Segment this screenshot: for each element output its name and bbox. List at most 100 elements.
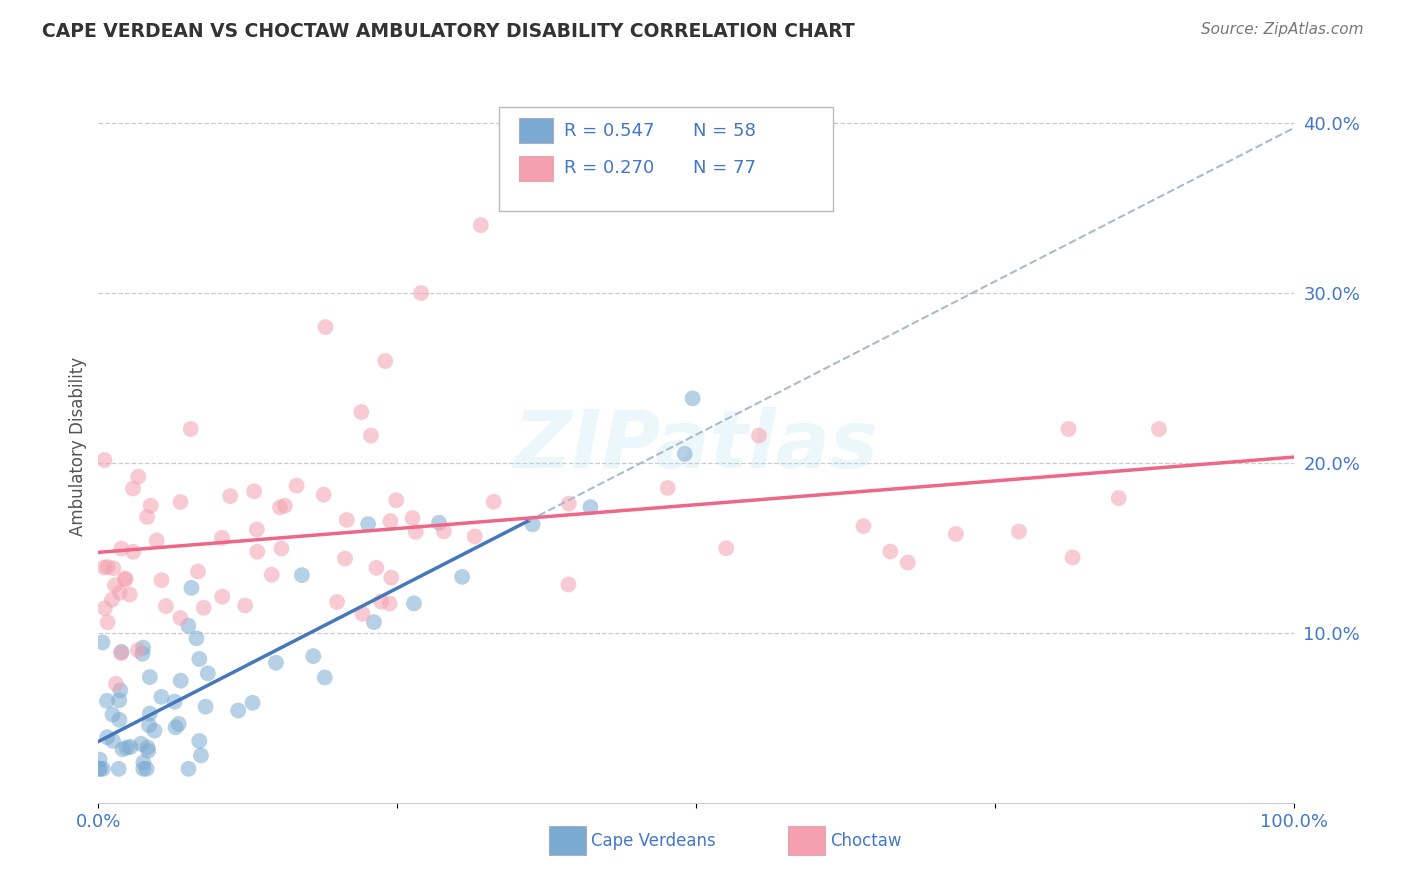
Point: [167, 717, 190, 731]
Point: [127, 469, 149, 483]
Point: [657, 481, 679, 495]
Point: [114, 572, 136, 586]
Point: [145, 533, 167, 548]
Point: [139, 670, 162, 684]
FancyBboxPatch shape: [787, 826, 825, 855]
Point: [1062, 550, 1084, 565]
FancyBboxPatch shape: [519, 156, 553, 180]
Point: [110, 541, 132, 556]
Point: [315, 320, 337, 334]
Point: [97, 615, 120, 630]
Point: [579, 500, 602, 515]
Point: [360, 428, 382, 442]
Point: [374, 354, 396, 368]
Point: [242, 696, 264, 710]
Point: [1108, 491, 1130, 505]
Point: [366, 561, 388, 575]
Point: [136, 740, 159, 755]
Point: [139, 499, 162, 513]
Point: [111, 742, 134, 756]
Point: [464, 529, 486, 543]
Text: R = 0.547: R = 0.547: [564, 121, 654, 139]
Point: [96, 730, 118, 744]
Point: [132, 640, 155, 655]
Point: [897, 556, 920, 570]
Point: [180, 422, 202, 436]
Point: [333, 551, 356, 566]
Text: N = 58: N = 58: [693, 121, 756, 139]
Point: [274, 499, 297, 513]
Text: N = 77: N = 77: [693, 160, 756, 178]
Point: [405, 524, 427, 539]
Point: [89, 762, 111, 776]
Point: [91, 762, 114, 776]
Point: [136, 744, 159, 758]
Point: [91, 635, 114, 649]
Point: [155, 599, 177, 614]
Point: [138, 718, 160, 732]
Point: [187, 565, 209, 579]
Point: [482, 495, 505, 509]
Point: [186, 632, 208, 646]
Point: [114, 573, 136, 587]
Point: [246, 545, 269, 559]
Point: [103, 561, 125, 575]
Point: [385, 493, 408, 508]
Point: [180, 581, 202, 595]
Point: [97, 560, 120, 574]
Point: [1057, 422, 1080, 436]
Point: [433, 524, 456, 539]
Point: [122, 545, 145, 559]
Point: [89, 753, 111, 767]
Point: [150, 573, 173, 587]
Point: [945, 527, 967, 541]
Point: [380, 514, 402, 528]
Point: [336, 513, 359, 527]
Point: [104, 677, 127, 691]
Point: [211, 590, 233, 604]
Point: [89, 762, 111, 776]
Point: [522, 517, 544, 532]
Point: [1008, 524, 1031, 539]
Point: [108, 713, 131, 727]
Point: [673, 447, 696, 461]
Point: [451, 570, 474, 584]
Y-axis label: Ambulatory Disability: Ambulatory Disability: [69, 357, 87, 535]
Point: [411, 286, 433, 301]
Point: [852, 519, 875, 533]
Point: [558, 497, 581, 511]
Point: [136, 509, 159, 524]
Point: [302, 649, 325, 664]
Point: [170, 673, 193, 688]
Point: [682, 392, 704, 406]
Point: [110, 645, 132, 659]
Point: [260, 567, 283, 582]
Point: [190, 748, 212, 763]
Point: [165, 720, 187, 734]
Point: [380, 571, 402, 585]
Point: [378, 597, 401, 611]
Point: [357, 517, 380, 532]
FancyBboxPatch shape: [519, 119, 553, 143]
Point: [352, 607, 374, 621]
Point: [96, 694, 118, 708]
Point: [127, 643, 149, 657]
Point: [470, 218, 492, 232]
Text: CAPE VERDEAN VS CHOCTAW AMBULATORY DISABILITY CORRELATION CHART: CAPE VERDEAN VS CHOCTAW AMBULATORY DISAB…: [42, 22, 855, 41]
Point: [194, 699, 217, 714]
Point: [101, 707, 124, 722]
Point: [269, 500, 291, 515]
Point: [107, 762, 129, 776]
Point: [177, 762, 200, 776]
Point: [143, 723, 166, 738]
Point: [115, 740, 138, 755]
Point: [101, 734, 124, 748]
Point: [110, 646, 132, 660]
Text: R = 0.270: R = 0.270: [564, 160, 654, 178]
Point: [246, 523, 269, 537]
Point: [226, 704, 249, 718]
Point: [163, 695, 186, 709]
Point: [748, 428, 770, 442]
Point: [427, 516, 450, 530]
Point: [122, 482, 145, 496]
